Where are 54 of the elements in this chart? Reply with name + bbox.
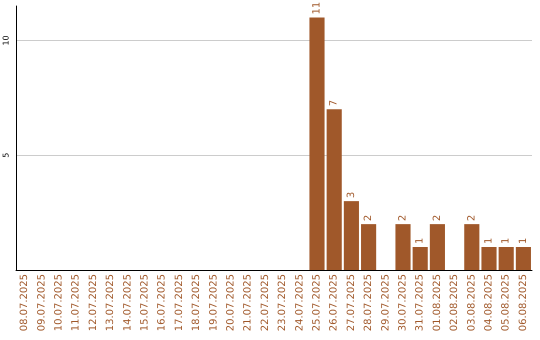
data-label: 3 [346, 192, 357, 198]
x-tick-label: 15.07.2025 [140, 274, 150, 332]
data-label: 1 [484, 238, 494, 244]
x-tick-label: 27.07.2025 [346, 274, 357, 332]
x-tick-label: 12.07.2025 [88, 274, 99, 332]
x-tick-label: 05.08.2025 [500, 274, 512, 332]
x-tick-label: 29.07.2025 [380, 274, 392, 332]
x-tick-label: 24.07.2025 [294, 274, 306, 332]
x-tick-label: 11.07.2025 [70, 274, 82, 332]
x-tick-label: 08.07.2025 [19, 274, 30, 332]
x-tick-label: 31.07.2025 [414, 274, 426, 332]
x-tick-label: 09.07.2025 [36, 274, 48, 332]
bar [516, 247, 531, 270]
data-label: 2 [432, 214, 443, 222]
x-tick-label: 06.08.2025 [518, 274, 529, 332]
data-label: 7 [328, 100, 340, 106]
x-tick-label: 17.07.2025 [174, 274, 185, 332]
data-label: 2 [398, 214, 408, 222]
bar [498, 247, 514, 270]
x-tick-label: 04.08.2025 [484, 274, 494, 332]
x-tick-label: 01.08.2025 [432, 274, 443, 332]
bar [464, 224, 480, 270]
x-tick-label: 20.07.2025 [226, 274, 236, 332]
x-tick-label: 30.07.2025 [398, 274, 408, 332]
x-tick-label: 03.08.2025 [466, 274, 478, 332]
x-tick-label: 23.07.2025 [277, 274, 288, 332]
data-label: 11 [312, 2, 322, 14]
x-tick-label: 14.07.2025 [122, 274, 134, 332]
bar [344, 201, 359, 270]
bar [326, 109, 342, 270]
x-tick-label: 02.08.2025 [449, 274, 460, 332]
x-tick-label: 10.07.2025 [54, 274, 64, 332]
x-tick-label: 28.07.2025 [363, 274, 374, 332]
data-label: 1 [518, 238, 529, 244]
data-label: 1 [500, 238, 512, 244]
x-tick-label: 21.07.2025 [242, 274, 254, 332]
bar [361, 224, 376, 270]
y-tick-label: 5 [2, 152, 10, 158]
bar [481, 247, 497, 270]
x-tick-label: 13.07.2025 [105, 274, 116, 332]
bar [309, 17, 325, 270]
data-label: 1 [414, 238, 426, 244]
bar [430, 224, 445, 270]
x-tick-label: 26.07.2025 [328, 274, 340, 332]
x-tick-label: 18.07.2025 [191, 274, 202, 332]
x-tick-label: 16.07.2025 [156, 274, 168, 332]
y-tick-label: 10 [2, 35, 10, 46]
bar [412, 247, 428, 270]
x-tick-label: 22.07.2025 [260, 274, 271, 332]
x-tick-label: 19.07.2025 [208, 274, 220, 332]
data-label: 2 [466, 214, 478, 222]
bar [395, 224, 411, 270]
data-label: 2 [363, 214, 374, 222]
x-tick-label: 25.07.2025 [312, 274, 322, 332]
